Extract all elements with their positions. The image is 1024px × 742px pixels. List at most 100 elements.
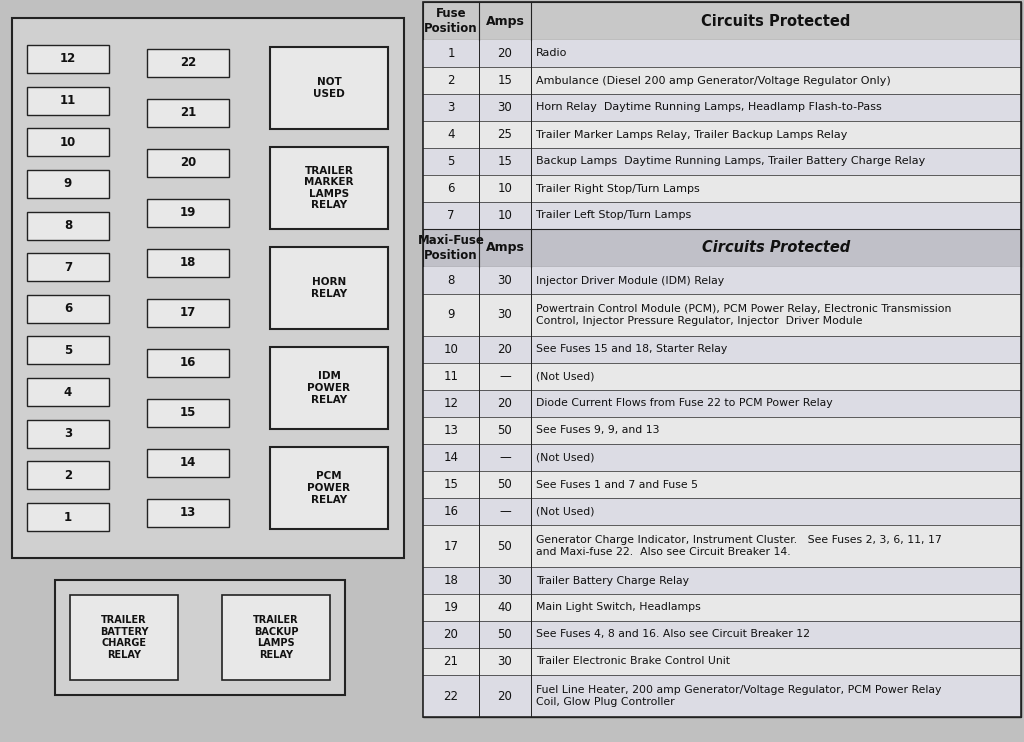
Text: TRAILER
BACKUP
LAMPS
RELAY: TRAILER BACKUP LAMPS RELAY bbox=[253, 615, 299, 660]
Text: 20: 20 bbox=[498, 343, 512, 356]
Text: HORN
RELAY: HORN RELAY bbox=[311, 278, 347, 299]
Bar bbox=[423, 267, 1021, 294]
Bar bbox=[27, 128, 109, 156]
Bar bbox=[423, 417, 1021, 444]
Text: 15: 15 bbox=[498, 155, 512, 168]
Text: 9: 9 bbox=[447, 309, 455, 321]
Bar bbox=[27, 211, 109, 240]
Bar bbox=[423, 229, 1021, 267]
Text: Circuits Protected: Circuits Protected bbox=[701, 13, 851, 28]
Text: Trailer Left Stop/Turn Lamps: Trailer Left Stop/Turn Lamps bbox=[536, 211, 691, 220]
Bar bbox=[270, 147, 388, 229]
Text: 10: 10 bbox=[498, 209, 512, 222]
Text: 15: 15 bbox=[180, 407, 197, 419]
Text: 20: 20 bbox=[498, 689, 512, 703]
Text: —: — bbox=[499, 451, 511, 464]
Text: Trailer Battery Charge Relay: Trailer Battery Charge Relay bbox=[536, 576, 689, 585]
Text: 18: 18 bbox=[443, 574, 459, 587]
Text: Powertrain Control Module (PCM), PCM Power Relay, Electronic Transmission
Contro: Powertrain Control Module (PCM), PCM Pow… bbox=[536, 304, 951, 326]
Bar bbox=[423, 648, 1021, 675]
Bar bbox=[270, 447, 388, 529]
Bar bbox=[423, 363, 1021, 390]
Text: 25: 25 bbox=[498, 128, 512, 141]
Bar bbox=[27, 378, 109, 406]
Text: 9: 9 bbox=[63, 177, 72, 191]
Text: Main Light Switch, Headlamps: Main Light Switch, Headlamps bbox=[536, 603, 700, 612]
Text: 20: 20 bbox=[498, 47, 512, 60]
Text: Diode Current Flows from Fuse 22 to PCM Power Relay: Diode Current Flows from Fuse 22 to PCM … bbox=[536, 398, 833, 409]
Text: Injector Driver Module (IDM) Relay: Injector Driver Module (IDM) Relay bbox=[536, 275, 724, 286]
Text: See Fuses 4, 8 and 16. Also see Circuit Breaker 12: See Fuses 4, 8 and 16. Also see Circuit … bbox=[536, 629, 810, 640]
Bar bbox=[270, 247, 388, 329]
Text: 40: 40 bbox=[498, 601, 512, 614]
Text: Generator Charge Indicator, Instrument Cluster.   See Fuses 2, 3, 6, 11, 17
and : Generator Charge Indicator, Instrument C… bbox=[536, 535, 942, 556]
Text: NOT
USED: NOT USED bbox=[313, 77, 345, 99]
Bar bbox=[423, 594, 1021, 621]
Text: 8: 8 bbox=[63, 219, 72, 232]
Text: See Fuses 15 and 18, Starter Relay: See Fuses 15 and 18, Starter Relay bbox=[536, 344, 727, 355]
Text: 15: 15 bbox=[443, 478, 459, 491]
Bar bbox=[423, 2, 1021, 717]
Text: 22: 22 bbox=[180, 56, 197, 70]
Text: —: — bbox=[499, 505, 511, 518]
Text: Ambulance (Diesel 200 amp Generator/Voltage Regulator Only): Ambulance (Diesel 200 amp Generator/Volt… bbox=[536, 76, 891, 85]
Text: 3: 3 bbox=[447, 101, 455, 114]
Bar bbox=[423, 525, 1021, 567]
Bar bbox=[147, 399, 229, 427]
Text: 7: 7 bbox=[447, 209, 455, 222]
Text: 50: 50 bbox=[498, 539, 512, 553]
Text: 5: 5 bbox=[447, 155, 455, 168]
Text: 17: 17 bbox=[180, 306, 197, 320]
Bar bbox=[27, 253, 109, 281]
Text: See Fuses 1 and 7 and Fuse 5: See Fuses 1 and 7 and Fuse 5 bbox=[536, 479, 698, 490]
Text: 21: 21 bbox=[180, 107, 197, 119]
Text: IDM
POWER
RELAY: IDM POWER RELAY bbox=[307, 372, 350, 404]
Text: 7: 7 bbox=[63, 260, 72, 274]
Bar bbox=[27, 45, 109, 73]
Bar bbox=[423, 67, 1021, 94]
Bar bbox=[270, 347, 388, 429]
Text: 15: 15 bbox=[498, 74, 512, 87]
Bar bbox=[27, 503, 109, 531]
Text: PCM
POWER
RELAY: PCM POWER RELAY bbox=[307, 471, 350, 505]
Text: 13: 13 bbox=[443, 424, 459, 437]
Text: 8: 8 bbox=[447, 274, 455, 287]
Text: Amps: Amps bbox=[485, 15, 524, 27]
Text: 19: 19 bbox=[443, 601, 459, 614]
Bar bbox=[423, 567, 1021, 594]
Bar bbox=[423, 2, 1021, 40]
Text: 21: 21 bbox=[443, 655, 459, 668]
Bar bbox=[147, 49, 229, 77]
Text: 2: 2 bbox=[63, 469, 72, 482]
Bar bbox=[27, 170, 109, 198]
Bar bbox=[147, 499, 229, 527]
Text: 12: 12 bbox=[59, 53, 76, 65]
Bar bbox=[70, 595, 178, 680]
Bar bbox=[423, 336, 1021, 363]
Text: 20: 20 bbox=[498, 397, 512, 410]
Text: 1: 1 bbox=[63, 510, 72, 524]
Bar bbox=[270, 47, 388, 129]
Bar bbox=[147, 149, 229, 177]
Text: 14: 14 bbox=[443, 451, 459, 464]
Bar bbox=[27, 295, 109, 323]
Text: 17: 17 bbox=[443, 539, 459, 553]
Text: Fuse
Position: Fuse Position bbox=[424, 7, 478, 35]
Text: Radio: Radio bbox=[536, 48, 567, 59]
Text: 10: 10 bbox=[443, 343, 459, 356]
Text: 11: 11 bbox=[443, 370, 459, 383]
Bar bbox=[147, 299, 229, 327]
Bar bbox=[423, 294, 1021, 336]
Text: 30: 30 bbox=[498, 574, 512, 587]
Bar bbox=[423, 94, 1021, 121]
Text: Amps: Amps bbox=[485, 241, 524, 255]
Bar bbox=[423, 471, 1021, 498]
Bar bbox=[55, 580, 345, 695]
Bar bbox=[147, 249, 229, 277]
Text: 10: 10 bbox=[59, 136, 76, 148]
Bar bbox=[147, 99, 229, 127]
Text: Circuits Protected: Circuits Protected bbox=[701, 240, 850, 255]
Text: Trailer Marker Lamps Relay, Trailer Backup Lamps Relay: Trailer Marker Lamps Relay, Trailer Back… bbox=[536, 130, 848, 139]
Text: 50: 50 bbox=[498, 478, 512, 491]
Text: See Fuses 9, 9, and 13: See Fuses 9, 9, and 13 bbox=[536, 425, 659, 436]
